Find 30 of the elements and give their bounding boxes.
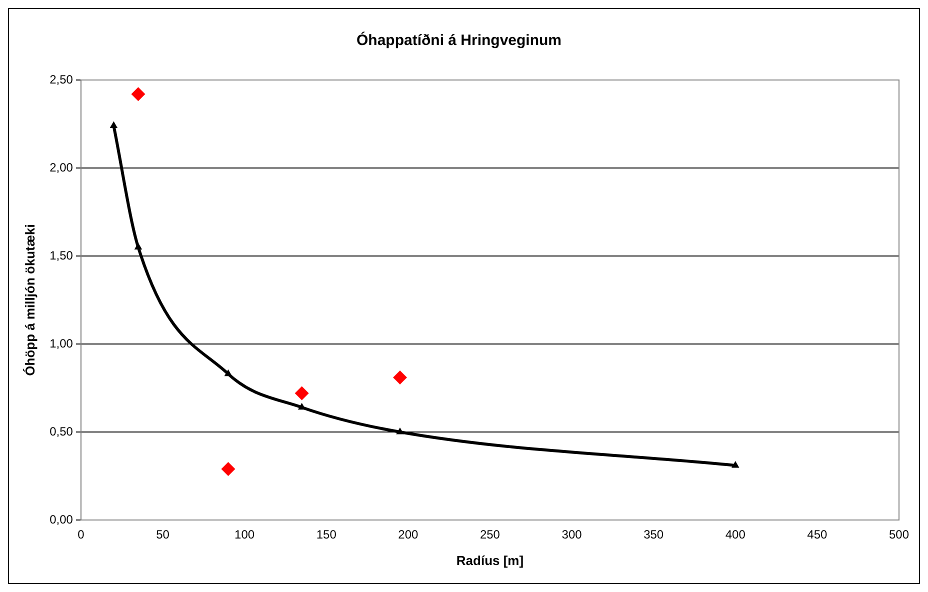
point xyxy=(298,403,306,410)
point xyxy=(396,428,404,434)
y-tick-label: 0,50 xyxy=(50,424,74,438)
x-tick-label: 350 xyxy=(644,528,664,542)
point xyxy=(131,87,146,102)
x-tick-label: 200 xyxy=(398,528,419,542)
y-tick-label: 0,00 xyxy=(50,512,74,526)
x-tick-label: 250 xyxy=(480,528,500,542)
y-tick-label: 1,50 xyxy=(50,248,74,262)
point xyxy=(392,370,407,384)
x-tick-label: 150 xyxy=(316,528,337,542)
x-tick-label: 450 xyxy=(807,528,828,542)
y-tick-label: 2,50 xyxy=(50,72,74,86)
y-tick-label: 2,00 xyxy=(50,160,74,174)
x-tick-label: 400 xyxy=(725,528,746,542)
point xyxy=(224,370,232,376)
point xyxy=(110,122,118,128)
x-tick-label: 100 xyxy=(234,528,255,542)
x-tick-label: 500 xyxy=(888,528,910,542)
point xyxy=(221,462,236,476)
y-axis-title: Óhöpp á milljón ökutæki xyxy=(22,224,38,376)
chart-title: Óhappatíðni á Hringveginum xyxy=(356,31,562,50)
point xyxy=(732,461,739,468)
x-tick-label: 300 xyxy=(562,528,582,542)
x-tick-label: 50 xyxy=(156,528,170,542)
y-tick-label: 1,00 xyxy=(50,336,74,350)
x-axis-title: Radíus [m] xyxy=(456,552,524,568)
point xyxy=(134,243,142,250)
x-tick-label: 0 xyxy=(78,528,85,542)
point xyxy=(294,386,309,400)
